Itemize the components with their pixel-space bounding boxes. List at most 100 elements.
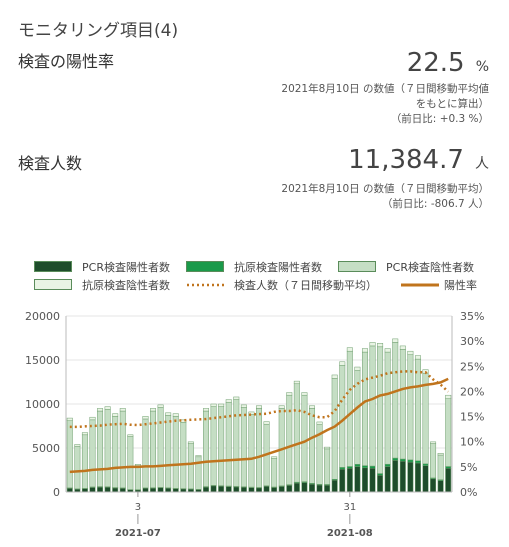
bar-antigen-positive (384, 463, 391, 467)
bar-antigen-negative (399, 345, 406, 350)
bar-pcr-positive (233, 486, 240, 493)
bar-antigen-positive (445, 466, 452, 469)
bar-antigen-negative (119, 408, 126, 412)
bar-pcr-negative (203, 410, 209, 487)
bar-pcr-positive (339, 468, 346, 493)
y-left-tick-label: 0 (53, 486, 60, 499)
bar-pcr-positive (142, 487, 149, 493)
bar-pcr-positive (430, 478, 437, 493)
bar-pcr-negative (127, 436, 134, 490)
bar-antigen-negative (414, 355, 421, 360)
bar-pcr-negative (430, 443, 437, 479)
bar-antigen-negative (74, 444, 81, 447)
bar-antigen-negative (278, 405, 285, 409)
legend-label-positive-rate[interactable]: 陽性率 (444, 279, 477, 292)
bar-antigen-negative (392, 338, 399, 343)
positive-rate-unit: % (475, 59, 489, 75)
bar-pcr-negative (66, 420, 73, 489)
bar-antigen-positive (377, 473, 384, 476)
legend-label-pcr-negative[interactable]: PCR検査陰性者数 (386, 261, 474, 274)
bar-pcr-positive (210, 485, 217, 493)
bar-pcr-positive (165, 487, 172, 493)
bar-pcr-positive (369, 467, 376, 493)
bar-pcr-positive (240, 487, 247, 493)
bar-antigen-negative (225, 399, 232, 403)
bar-antigen-negative (346, 347, 353, 352)
legend-swatch-antigen-negative[interactable] (34, 279, 72, 290)
bar-pcr-negative (346, 350, 353, 467)
bar-antigen-negative (377, 343, 384, 348)
legend-label-antigen-negative[interactable]: 抗原検査陰性者数 (82, 279, 170, 292)
bar-pcr-negative (165, 415, 172, 489)
bar-pcr-negative (445, 398, 452, 467)
legend-swatch-pcr-positive[interactable] (34, 261, 72, 272)
bar-pcr-positive (437, 480, 444, 493)
bar-pcr-positive (203, 486, 209, 493)
legend-label-antigen-positive[interactable]: 抗原検査陽性者数 (234, 261, 322, 274)
legend-swatch-antigen-positive[interactable] (186, 261, 224, 272)
legend-swatch-pcr-negative[interactable] (338, 261, 376, 272)
legend-swatch-tests-ma[interactable] (186, 279, 226, 291)
bar-pcr-negative (377, 346, 384, 474)
bar-antigen-negative (384, 348, 391, 353)
bar-antigen-negative (324, 446, 331, 450)
bar-pcr-negative (157, 407, 164, 488)
bar-antigen-positive (407, 459, 414, 463)
page-title: モニタリング項目(4) (18, 21, 179, 41)
bar-pcr-negative (74, 445, 81, 490)
bar-pcr-negative (392, 342, 399, 459)
y-left-tick-label: 20000 (25, 310, 60, 323)
bar-pcr-positive (377, 475, 384, 493)
tests-count-value-group: 11,384.7 人 (348, 145, 489, 175)
bar-pcr-negative (309, 408, 315, 484)
x-tick-label: 3 (135, 502, 141, 513)
bar-pcr-positive (119, 488, 126, 493)
legend-swatch-positive-rate[interactable] (400, 279, 440, 291)
bar-pcr-positive (354, 466, 361, 493)
bar-antigen-negative (66, 417, 73, 421)
bar-pcr-negative (134, 465, 141, 490)
bar-antigen-positive (369, 465, 376, 469)
bar-pcr-negative (437, 454, 444, 480)
y-left-tick-label: 15000 (25, 354, 60, 367)
y-right-tick-label: 30% (460, 335, 484, 348)
y-right-tick-label: 5% (460, 461, 477, 474)
bar-antigen-negative (142, 416, 149, 420)
bar-pcr-negative (286, 394, 293, 485)
bar-pcr-positive (271, 487, 278, 493)
bar-pcr-negative (97, 410, 104, 487)
y-right-tick-label: 25% (460, 360, 484, 373)
bar-pcr-negative (324, 448, 331, 485)
bar-pcr-negative (119, 410, 126, 489)
bar-pcr-negative (142, 418, 149, 489)
bar-antigen-negative (81, 432, 88, 436)
bar-pcr-positive (89, 487, 96, 493)
month-label: 2021-08 (327, 528, 373, 539)
bar-pcr-positive (316, 484, 323, 493)
bar-antigen-negative (112, 413, 119, 417)
bar-antigen-negative (172, 413, 179, 417)
bar-pcr-negative (172, 416, 179, 489)
positive-rate-value-group: 22.5 % (407, 48, 489, 78)
legend-label-tests-ma[interactable]: 検査人数（７日間移動平均） (234, 279, 377, 292)
bar-antigen-positive (422, 463, 429, 466)
bar-antigen-negative (361, 348, 368, 353)
positive-rate-note-line2: をもとに算出） (415, 98, 489, 110)
bar-antigen-negative (263, 421, 270, 425)
chart-lines (69, 370, 450, 474)
bar-antigen-negative (331, 374, 338, 379)
bar-pcr-negative (112, 416, 119, 488)
bar-antigen-positive (339, 467, 346, 470)
bar-pcr-negative (248, 414, 255, 488)
y-right-tick-label: 20% (460, 385, 484, 398)
bar-pcr-negative (89, 419, 96, 488)
bar-pcr-positive (309, 483, 315, 493)
bar-pcr-negative (187, 443, 194, 490)
bar-pcr-positive (346, 467, 353, 493)
bar-pcr-positive (97, 486, 104, 493)
legend-label-pcr-positive[interactable]: PCR検査陽性者数 (82, 261, 170, 274)
y-right-tick-label: 35% (460, 310, 484, 323)
bar-pcr-negative (301, 394, 308, 482)
bar-antigen-negative (286, 392, 293, 396)
bar-pcr-positive (361, 467, 368, 493)
